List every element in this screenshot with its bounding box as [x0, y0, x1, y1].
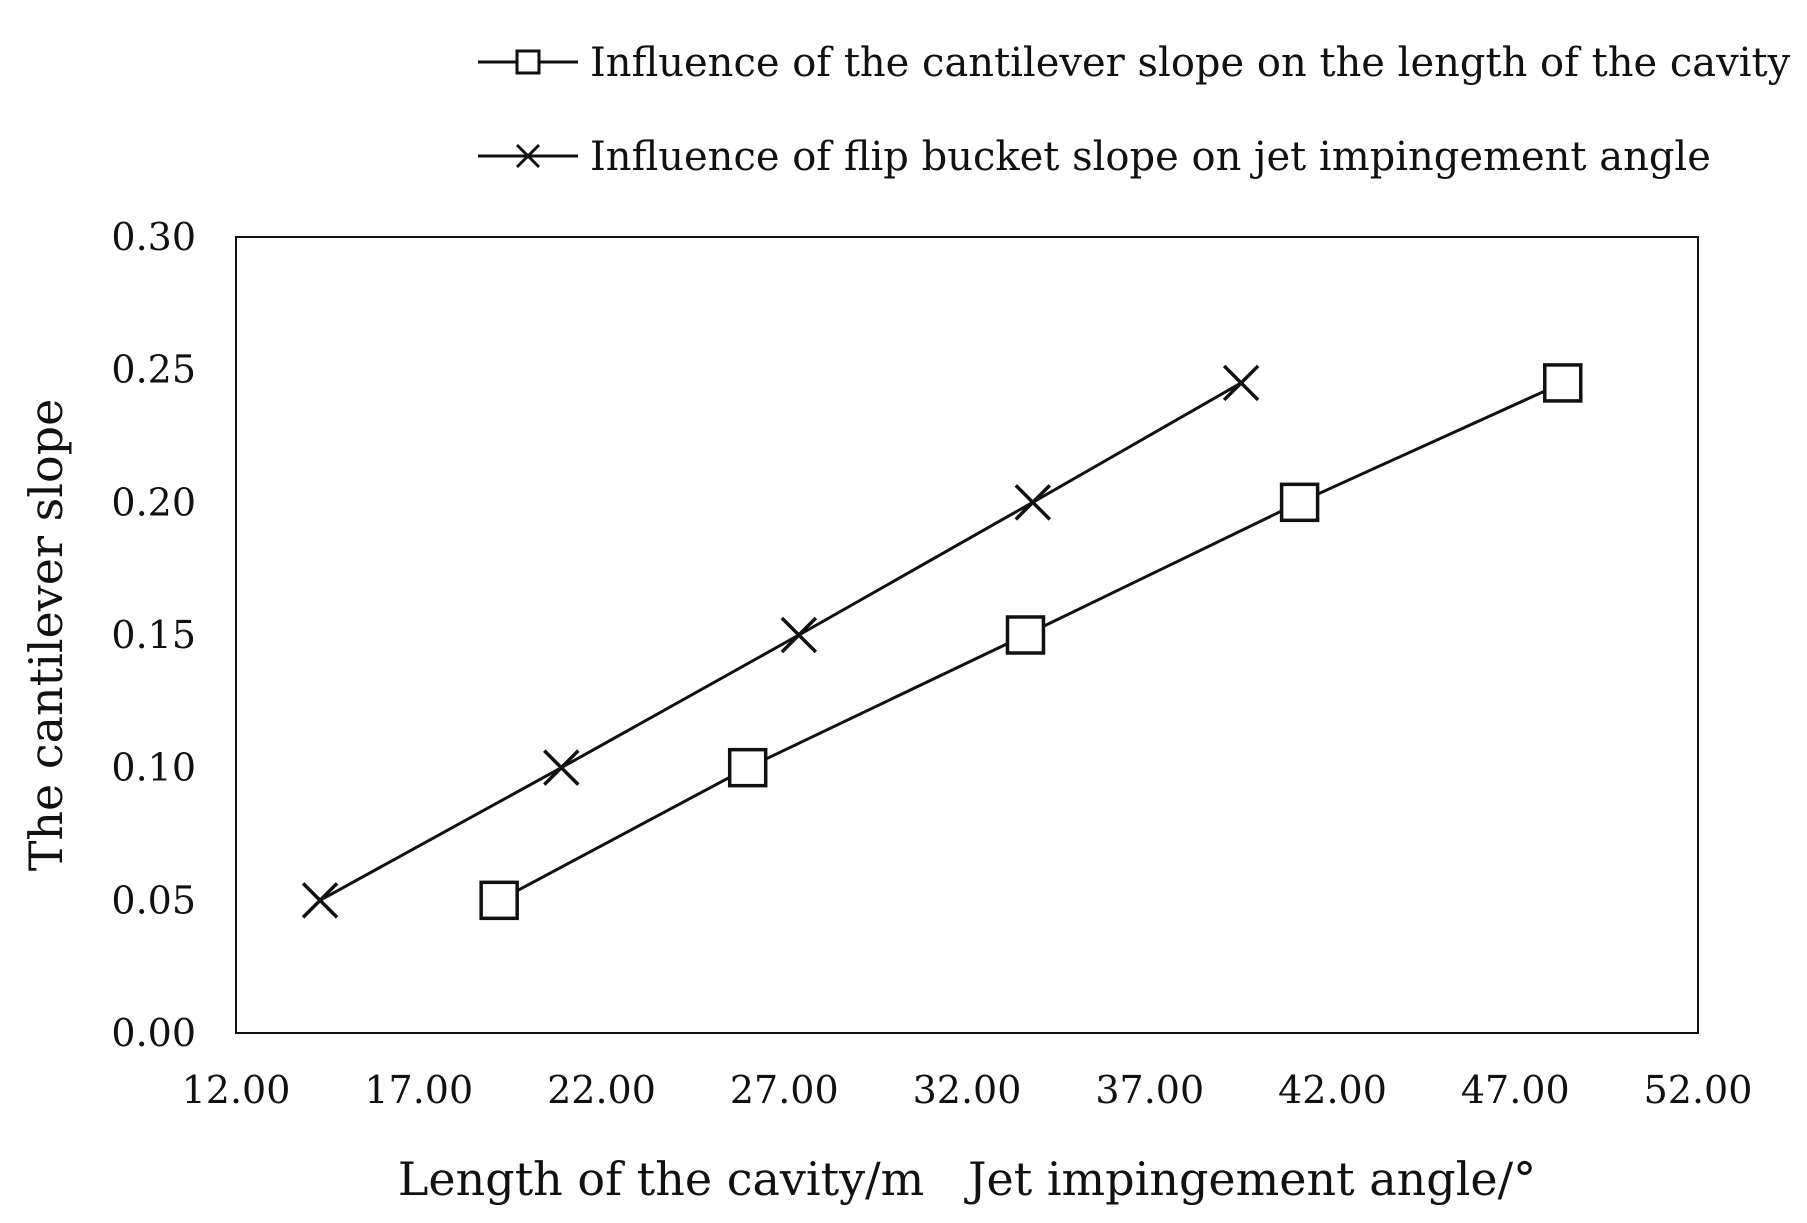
y-tick-label: 0.30	[111, 215, 196, 259]
legend-label-impingement-angle: Influence of flip bucket slope on jet im…	[590, 134, 1711, 180]
y-tick-label: 0.15	[111, 613, 196, 657]
x-tick-label: 37.00	[1095, 1068, 1204, 1112]
x-axis-ticks: 12.00 17.00 22.00 27.00 32.00 37.00 42.00 47.00…	[182, 1068, 1753, 1112]
series-layer	[301, 363, 1583, 921]
data-point-x	[301, 882, 339, 919]
y-tick-label: 0.00	[111, 1011, 196, 1055]
data-point-square	[1543, 363, 1583, 403]
y-axis-ticks: 0.00 0.05 0.10 0.15 0.20 0.25 0.30	[111, 215, 196, 1055]
y-tick-label: 0.20	[111, 480, 196, 524]
x-tick-label: 42.00	[1278, 1068, 1387, 1112]
y-tick-label: 0.25	[111, 348, 196, 392]
data-point-square	[727, 747, 768, 788]
x-tick-label: 12.00	[182, 1068, 291, 1112]
data-point-x	[543, 749, 580, 786]
data-point-square	[1005, 615, 1046, 655]
x-tick-label: 17.00	[364, 1068, 473, 1112]
x-tick-label: 32.00	[913, 1068, 1022, 1112]
legend-square-marker	[515, 49, 541, 75]
plot-area-frame	[235, 236, 1699, 1034]
y-axis-title: The cantilever slope	[19, 399, 73, 872]
x-tick-label: 52.00	[1644, 1068, 1753, 1112]
x-tick-label: 22.00	[547, 1068, 656, 1112]
data-point-x	[1014, 484, 1052, 521]
data-point-x	[780, 616, 818, 654]
data-point-square	[1279, 482, 1320, 523]
data-point-square	[479, 880, 519, 921]
data-point-x	[1222, 364, 1260, 402]
y-tick-label: 0.05	[111, 878, 196, 922]
legend-label-cavity-length: Influence of the cantilever slope on the…	[590, 40, 1791, 86]
legend: Influence of the cantilever slope on the…	[478, 40, 1791, 180]
series-line-x	[319, 381, 1242, 902]
x-axis-title: Length of the cavity/m Jet impingement a…	[398, 1152, 1536, 1206]
legend-x-marker	[515, 143, 541, 169]
x-tick-label: 47.00	[1461, 1068, 1570, 1112]
y-tick-label: 0.10	[111, 746, 196, 790]
x-tick-label: 27.00	[730, 1068, 839, 1112]
